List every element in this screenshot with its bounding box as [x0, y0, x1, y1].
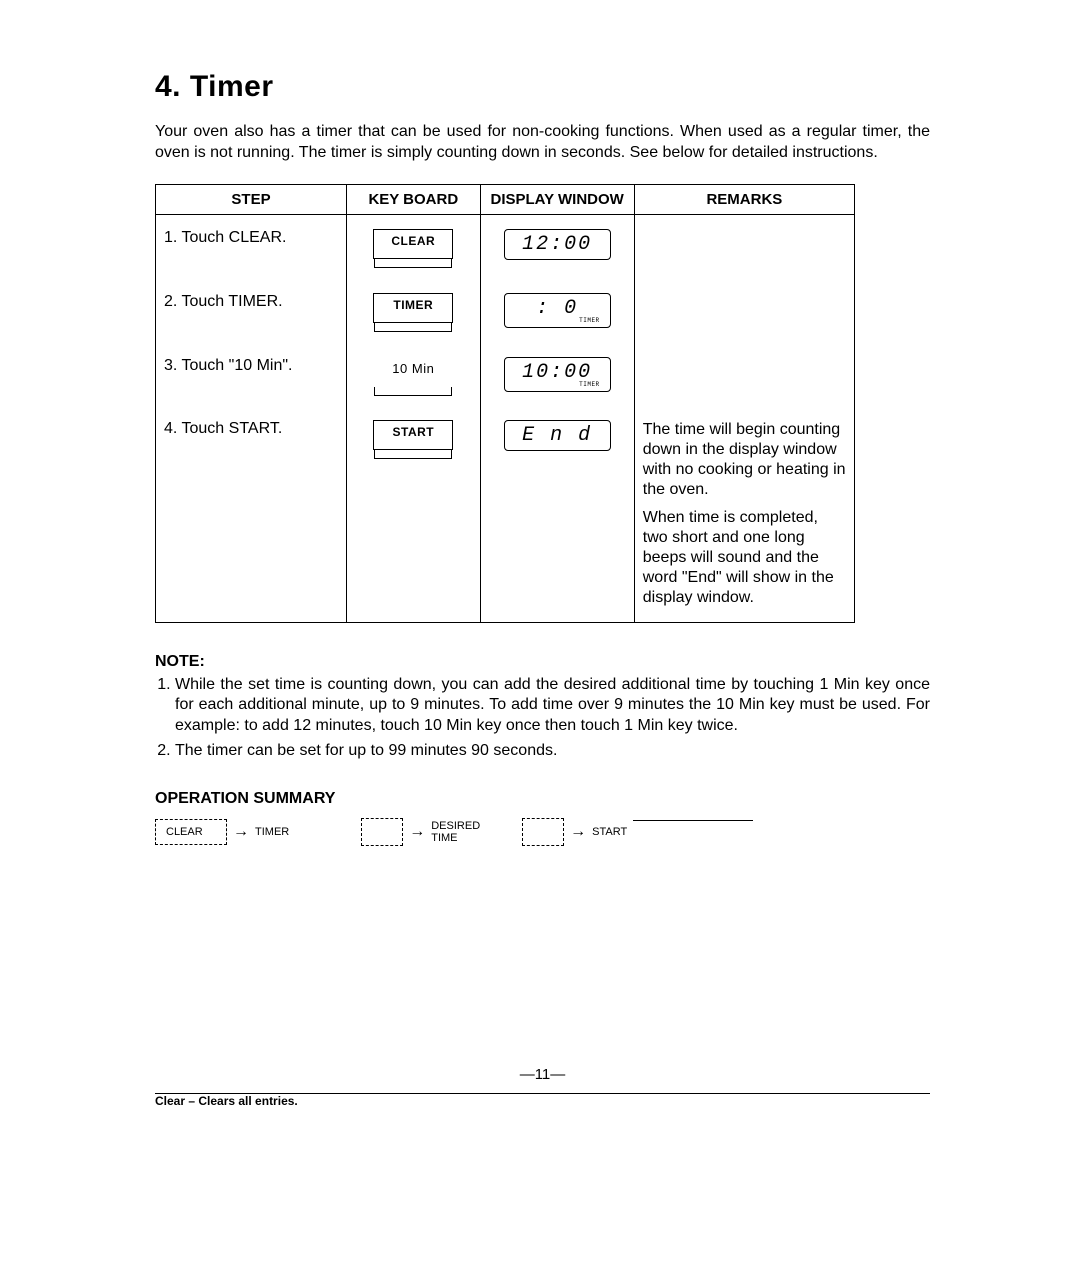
notes-list: While the set time is counting down, you… [155, 675, 930, 762]
display-value: E n d [522, 424, 592, 447]
opsum-box [522, 818, 564, 846]
opsum-box: CLEAR [155, 819, 227, 845]
intro-paragraph: Your oven also has a timer that can be u… [155, 122, 930, 164]
table-row: 1. Touch CLEAR. CLEAR 12:00 [156, 214, 855, 279]
footer-fragment: Clear – Clears all entries. [155, 1093, 930, 1108]
display-box: 12:00 [504, 229, 611, 260]
remarks-text: When time is completed, two short and on… [643, 508, 846, 608]
opsum-box [633, 820, 753, 843]
display-value: 12:00 [522, 233, 592, 256]
table-row: 4. Touch START. START E n d The time wil… [156, 406, 855, 623]
operation-summary: CLEAR → TIMER → DESIRED TIME → START [155, 818, 930, 846]
col-keyboard: KEY BOARD [347, 184, 481, 214]
step-text: 4. Touch START. [156, 406, 347, 623]
display-box: 10:00 TIMER [504, 357, 611, 392]
key-button: START [373, 420, 453, 450]
arrow-icon: → [233, 823, 249, 841]
remarks-cell [634, 279, 854, 343]
remarks-cell [634, 214, 854, 279]
remarks-cell: The time will begin counting down in the… [634, 406, 854, 623]
table-row: 2. Touch TIMER. TIMER : 0 TIMER [156, 279, 855, 343]
note-heading: NOTE: [155, 653, 930, 671]
remarks-cell [634, 343, 854, 406]
opsum-box [361, 818, 403, 846]
key-label: TIMER [393, 298, 433, 312]
arrow-icon: → [570, 823, 586, 841]
key-button-plain: 10 Min [374, 357, 452, 386]
note-item: The timer can be set for up to 99 minute… [175, 741, 930, 762]
step-text: 3. Touch "10 Min". [156, 343, 347, 406]
key-button: CLEAR [373, 229, 453, 259]
key-label: START [393, 425, 435, 439]
display-value: : 0 [536, 297, 578, 320]
table-row: 3. Touch "10 Min". 10 Min 10:00 TIMER [156, 343, 855, 406]
col-step: STEP [156, 184, 347, 214]
opsum-label: TIMER [255, 826, 289, 838]
step-text: 2. Touch TIMER. [156, 279, 347, 343]
display-box: : 0 TIMER [504, 293, 611, 328]
col-display: DISPLAY WINDOW [480, 184, 634, 214]
steps-table: STEP KEY BOARD DISPLAY WINDOW REMARKS 1.… [155, 184, 855, 623]
section-heading: 4. Timer [155, 70, 930, 104]
display-box: E n d [504, 420, 611, 451]
key-label: 10 Min [392, 361, 434, 376]
page-number: —11— [155, 1066, 930, 1083]
col-remarks: REMARKS [634, 184, 854, 214]
note-item: While the set time is counting down, you… [175, 675, 930, 737]
step-text: 1. Touch CLEAR. [156, 214, 347, 279]
operation-summary-heading: OPERATION SUMMARY [155, 790, 930, 808]
key-label: CLEAR [391, 234, 435, 248]
remarks-text: The time will begin counting down in the… [643, 420, 846, 500]
footer-text: Clear – Clears all entries. [155, 1094, 298, 1108]
key-button: TIMER [373, 293, 453, 323]
opsum-label: START [592, 826, 627, 838]
arrow-icon: → [409, 823, 425, 841]
opsum-label: DESIRED TIME [431, 820, 480, 844]
